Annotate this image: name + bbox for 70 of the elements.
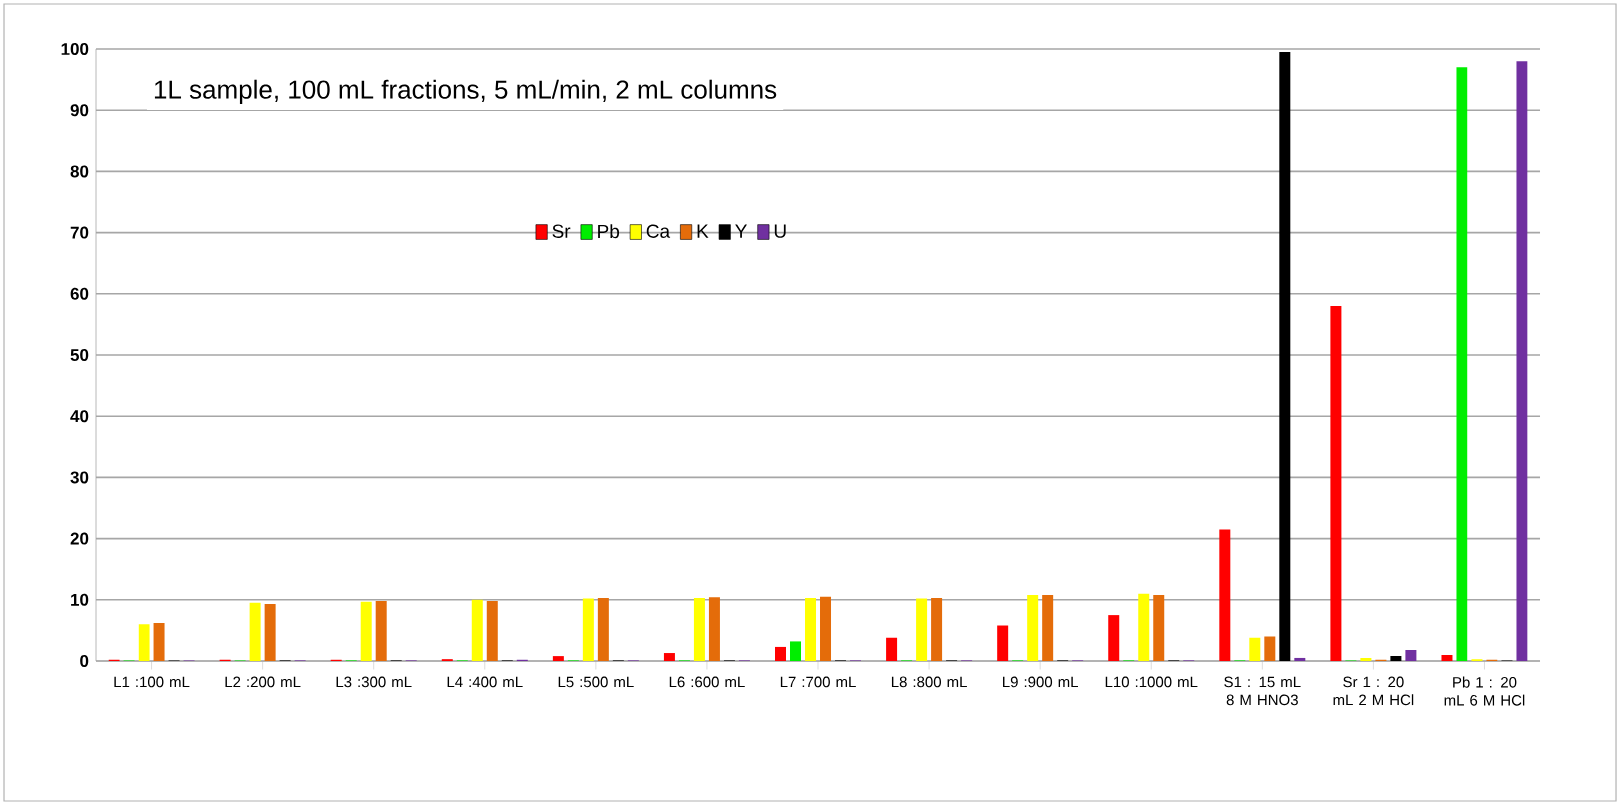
bar	[486, 601, 498, 661]
bar	[375, 601, 387, 661]
y-tick-label: 0	[80, 655, 89, 668]
x-tick-label: Sr 1 : 20 mL 2 M HCl	[1333, 676, 1414, 706]
bar	[1279, 52, 1291, 661]
bar	[249, 602, 261, 661]
bar	[582, 598, 594, 661]
x-tick-label: L6 :600 mL	[669, 676, 745, 688]
x-tick-label: L10 :1000 mL	[1105, 676, 1198, 688]
bar	[153, 623, 165, 661]
y-tick-label: 90	[70, 104, 89, 117]
bar	[931, 597, 943, 661]
legend-label: Pb	[598, 224, 620, 239]
bar	[264, 604, 276, 661]
x-tick-label: L1 :100 mL	[114, 676, 190, 688]
x-tick-label: L7 :700 mL	[780, 676, 856, 688]
y-tick-label: 20	[70, 532, 89, 545]
bar	[1360, 657, 1372, 661]
bar	[663, 653, 675, 661]
y-tick-label: 100	[61, 43, 89, 56]
bar	[1516, 61, 1528, 661]
y-tick-label: 60	[70, 287, 89, 300]
y-tick-label: 80	[70, 165, 89, 178]
bar	[597, 597, 609, 661]
x-tick-label: L3 :300 mL	[336, 676, 412, 688]
bar	[1294, 657, 1306, 661]
legend-label: U	[774, 224, 786, 238]
x-tick-label: S1 : 15 mL 8 M HNO3	[1224, 676, 1301, 706]
y-tick-label: 70	[70, 226, 89, 239]
bar	[708, 597, 720, 661]
bar	[1042, 594, 1054, 661]
bar	[886, 637, 898, 661]
annotation: 1L sample, 100 mL fractions, 5 mL/min, 2 mL columns	[154, 79, 777, 104]
legend-label: K	[697, 224, 709, 238]
bar	[1405, 649, 1417, 661]
bar	[1138, 593, 1150, 661]
bar	[1264, 636, 1276, 661]
bar	[1441, 654, 1453, 661]
x-tick-label: Pb 1 : 20 mL 6 M HCl	[1444, 676, 1525, 706]
bar	[1027, 594, 1039, 661]
bar	[1219, 529, 1231, 661]
legend-label: Y	[735, 224, 747, 238]
y-tick-label: 30	[70, 471, 89, 484]
bar	[1108, 615, 1120, 661]
x-tick-label: L8 :800 mL	[891, 676, 967, 688]
bar	[790, 641, 802, 661]
bar	[805, 597, 817, 661]
bar	[1456, 67, 1468, 661]
bar	[693, 597, 705, 661]
bar	[1249, 637, 1261, 661]
bar	[997, 625, 1009, 661]
bar	[138, 624, 150, 661]
bar	[820, 596, 832, 661]
x-tick-label: L4 :400 mL	[447, 676, 523, 688]
y-tick-label: 50	[70, 349, 89, 362]
bar	[775, 646, 787, 661]
bar	[916, 598, 928, 661]
y-tick-label: 10	[71, 593, 89, 606]
legend-label: Ca	[646, 224, 671, 238]
x-tick-label: L5 :500 mL	[558, 676, 634, 688]
x-tick-label: L2 :200 mL	[225, 676, 301, 688]
bar	[552, 656, 564, 661]
bar	[1153, 594, 1165, 661]
x-tick-label: L9 :900 mL	[1003, 676, 1078, 688]
bar	[1390, 656, 1402, 661]
bar	[1330, 306, 1342, 661]
bar	[471, 599, 483, 661]
y-tick-label: 40	[70, 410, 89, 423]
bar	[360, 601, 372, 661]
legend-label: Sr	[552, 224, 571, 238]
